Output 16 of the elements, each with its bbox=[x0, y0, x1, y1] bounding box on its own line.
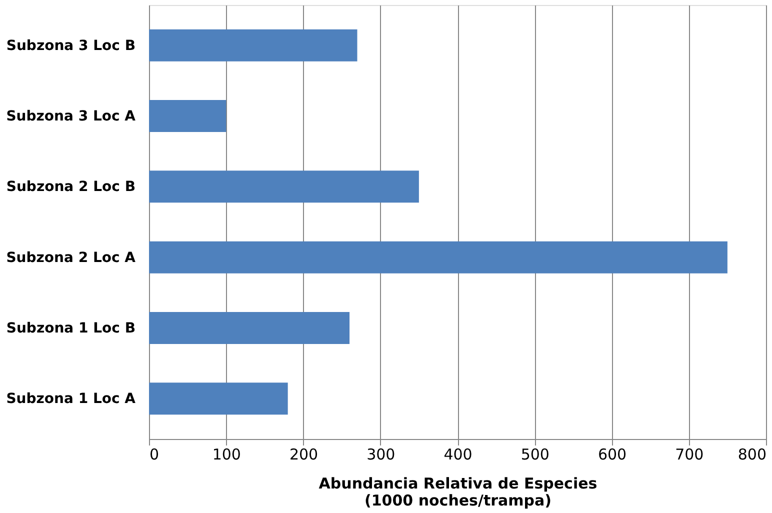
x-tick-label: 600 bbox=[598, 446, 627, 464]
x-tick-label: 300 bbox=[366, 446, 396, 464]
y-tick-label: Subzona 2 Loc A bbox=[6, 250, 136, 266]
y-tick-label: Subzona 3 Loc A bbox=[6, 108, 136, 124]
x-tick-label: 100 bbox=[212, 446, 241, 464]
x-tick-label: 0 bbox=[150, 446, 160, 464]
y-tick-label: Subzona 1 Loc A bbox=[6, 391, 136, 408]
y-tick-label: Subzona 2 Loc B bbox=[6, 179, 136, 196]
x-tick-label: 400 bbox=[444, 446, 472, 464]
y-tick-label: Subzona 1 Loc B bbox=[6, 320, 136, 336]
x-tick-label: 200 bbox=[289, 446, 318, 464]
x-tick-label: 800 bbox=[738, 446, 766, 464]
x-tick-label: 700 bbox=[675, 446, 704, 464]
y-tick-label: Subzona 3 Loc B bbox=[6, 38, 136, 54]
x-axis-title: Abundancia Relativa de Especies (1000 noches/trampa) bbox=[318, 474, 598, 510]
x-tick-label: 500 bbox=[520, 446, 550, 464]
